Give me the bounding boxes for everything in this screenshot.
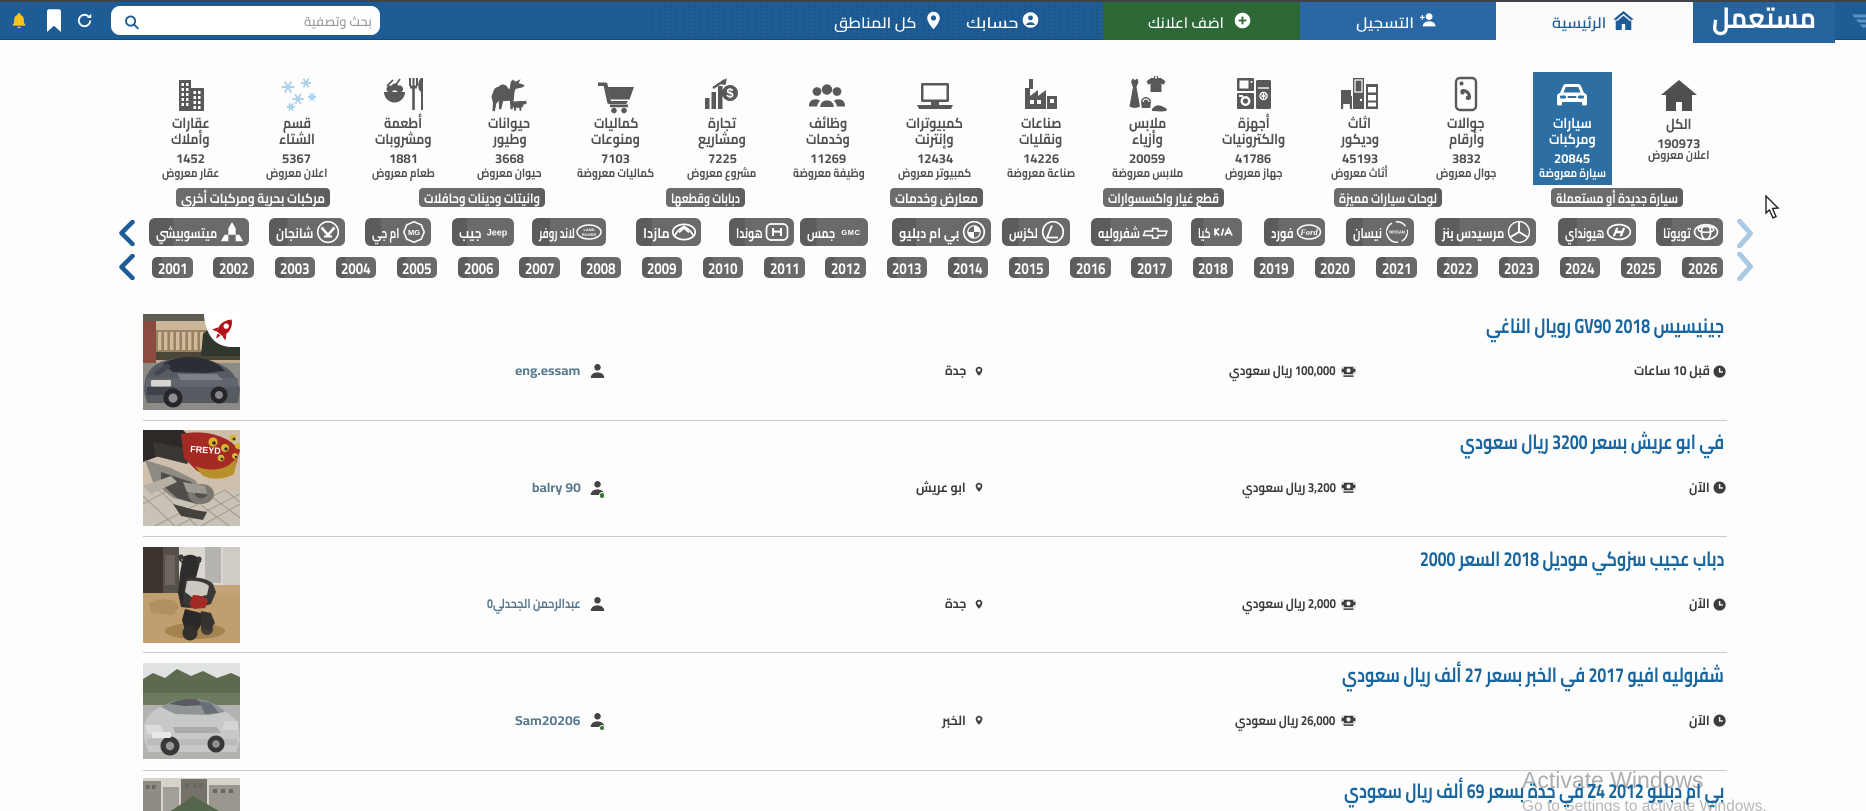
svg-text:ROVER: ROVER [582, 232, 596, 237]
svg-text:FREYD: FREYD [190, 444, 222, 456]
svg-text:NISSAN: NISSAN [1389, 229, 1405, 234]
svg-text:GMC: GMC [841, 228, 860, 237]
svg-text:Ford: Ford [1299, 227, 1318, 237]
svg-text:LAND: LAND [584, 227, 595, 232]
svg-text:$: $ [726, 86, 734, 101]
svg-text:MG: MG [408, 228, 420, 237]
svg-text:Jeep: Jeep [486, 227, 507, 237]
